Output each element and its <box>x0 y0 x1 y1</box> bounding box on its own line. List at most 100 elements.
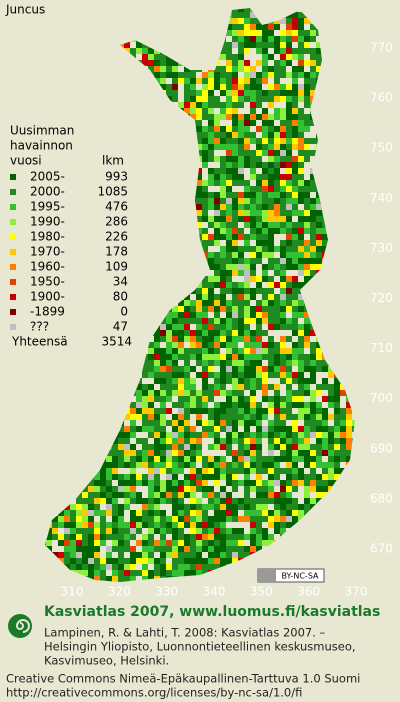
cell <box>82 198 88 204</box>
cell <box>88 486 94 492</box>
cell <box>358 12 364 18</box>
cell <box>322 480 328 486</box>
cell <box>238 540 244 546</box>
cell <box>202 558 208 564</box>
cell <box>220 186 226 192</box>
cell <box>322 324 328 330</box>
cell <box>334 168 340 174</box>
cell <box>220 366 226 372</box>
cell <box>196 36 202 42</box>
cell <box>280 522 286 528</box>
cell <box>142 306 148 312</box>
cell <box>274 432 280 438</box>
cell <box>244 192 250 198</box>
cell <box>226 546 232 552</box>
cell <box>70 12 76 18</box>
cell <box>142 60 148 66</box>
cell <box>256 18 262 24</box>
cell <box>154 354 160 360</box>
cell <box>274 90 280 96</box>
cell <box>88 204 94 210</box>
cell <box>112 390 118 396</box>
cell <box>226 474 232 480</box>
cell <box>166 252 172 258</box>
cell <box>166 84 172 90</box>
cell <box>142 312 148 318</box>
cell <box>190 156 196 162</box>
cell <box>70 264 76 270</box>
cell <box>190 516 196 522</box>
cell <box>280 306 286 312</box>
cell <box>190 318 196 324</box>
cell <box>118 564 124 570</box>
cell <box>262 24 268 30</box>
cell <box>88 498 94 504</box>
cell <box>232 408 238 414</box>
cell <box>208 300 214 306</box>
cell <box>352 150 355 156</box>
cell <box>130 414 136 420</box>
cell <box>310 288 316 294</box>
cell <box>352 456 355 462</box>
cell <box>76 48 82 54</box>
cell <box>232 24 238 30</box>
cell <box>250 42 256 48</box>
cell <box>178 414 184 420</box>
cell <box>148 90 154 96</box>
cell <box>142 120 148 126</box>
cell <box>358 540 364 546</box>
cell <box>262 432 268 438</box>
cell <box>298 228 304 234</box>
cell <box>226 138 232 144</box>
cell <box>196 30 202 36</box>
cell <box>316 108 322 114</box>
cell <box>178 192 184 198</box>
cell <box>166 216 172 222</box>
cell <box>88 576 94 582</box>
cell <box>256 150 262 156</box>
cell <box>352 24 355 30</box>
cell <box>118 540 124 546</box>
cell <box>334 576 340 582</box>
cell <box>208 528 214 534</box>
cell <box>76 534 82 540</box>
cell <box>304 444 310 450</box>
cell <box>202 294 208 300</box>
cell <box>352 312 355 318</box>
cell <box>208 570 214 576</box>
cell <box>280 174 286 180</box>
cell <box>208 318 214 324</box>
cell <box>214 264 220 270</box>
legend-count: 178 <box>105 245 128 259</box>
cell <box>178 540 184 546</box>
cell <box>328 402 334 408</box>
cell <box>178 426 184 432</box>
cell <box>76 336 82 342</box>
cell <box>334 42 340 48</box>
cell <box>130 138 136 144</box>
cell <box>124 132 130 138</box>
cell <box>148 498 154 504</box>
cell <box>238 312 244 318</box>
cell <box>124 570 130 576</box>
cell <box>70 348 76 354</box>
cell <box>154 408 160 414</box>
cell <box>130 240 136 246</box>
cell <box>226 528 232 534</box>
cell <box>130 558 136 564</box>
cell <box>256 240 262 246</box>
cell <box>70 396 76 402</box>
cell <box>142 180 148 186</box>
cell <box>178 402 184 408</box>
cell <box>316 420 322 426</box>
cell <box>334 522 340 528</box>
cell <box>136 246 142 252</box>
cell <box>100 84 106 90</box>
cell <box>238 516 244 522</box>
cell <box>298 18 304 24</box>
cell <box>232 120 238 126</box>
cell <box>232 576 238 582</box>
cell <box>358 456 364 462</box>
cell <box>220 426 226 432</box>
cell <box>172 558 178 564</box>
